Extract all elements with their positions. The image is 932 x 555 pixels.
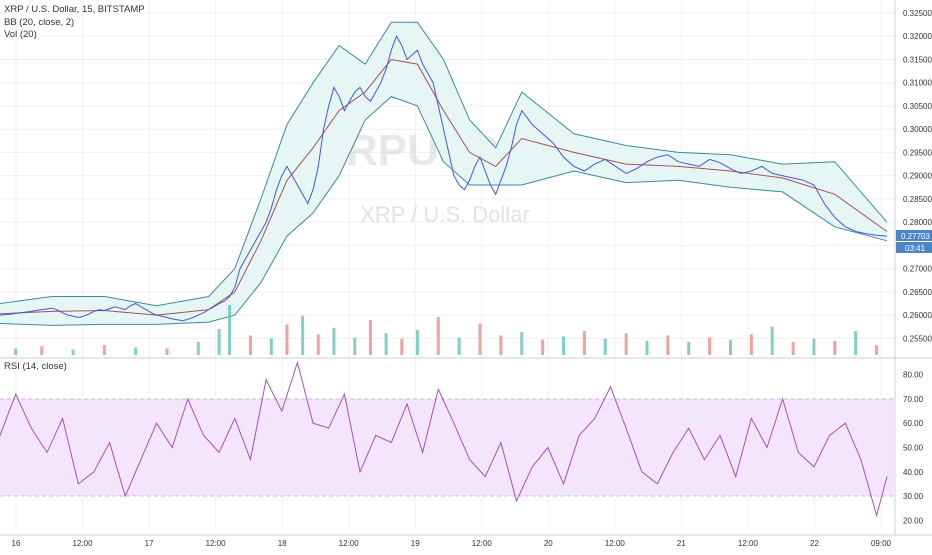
volume-bar <box>71 349 75 355</box>
volume-bar <box>562 336 566 355</box>
time-tick-label: 20 <box>544 539 553 548</box>
price-tick-label: 0.30000 <box>903 125 932 134</box>
price-tick-label: 0.28500 <box>903 195 932 204</box>
volume-bar <box>102 345 106 355</box>
symbol-title: XRP / U.S. Dollar, 15, BITSTAMP <box>4 4 145 15</box>
bb-legend[interactable]: BB (20, close, 2) <box>4 17 74 28</box>
time-tick-label: 12:00 <box>605 539 626 548</box>
volume-bar <box>415 330 419 355</box>
time-tick-label: 18 <box>278 539 287 548</box>
volume-bar <box>14 348 18 355</box>
volume-bar <box>645 340 649 355</box>
price-tick-label: 0.28000 <box>903 218 932 227</box>
vol-indicator-label: Vol (20) <box>4 29 37 40</box>
rsi-line <box>0 360 888 518</box>
volume-bar <box>708 337 712 355</box>
price-tick-label: 0.31000 <box>903 79 932 88</box>
symbol-legend[interactable]: XRP / U.S. Dollar, 15, BITSTAMP <box>4 4 145 15</box>
volume-bar <box>791 341 795 355</box>
rsi-tick-label: 80.00 <box>903 371 924 380</box>
rsi-tick-label: 70.00 <box>903 395 924 404</box>
volume-bar <box>40 346 44 355</box>
time-tick-label: 12:00 <box>472 539 493 548</box>
volume-bar <box>478 323 482 355</box>
price-tick-label: 0.26500 <box>903 288 932 297</box>
price-tick-label: 0.32000 <box>903 32 932 41</box>
price-tick-label: 0.25500 <box>903 334 932 343</box>
volume-bar <box>316 334 320 355</box>
volume-bar <box>196 341 200 355</box>
volume-bar <box>603 338 607 355</box>
time-tick-label: 12:00 <box>339 539 360 548</box>
volume-bar <box>541 339 545 355</box>
volume-bar <box>749 334 753 355</box>
time-tick-label: 21 <box>677 539 686 548</box>
volume-bar <box>875 345 879 355</box>
rsi-tick-label: 50.00 <box>903 444 924 453</box>
price-tick-label: 0.29500 <box>903 148 932 157</box>
volume-bar <box>520 332 524 355</box>
bb-indicator-label: BB (20, close, 2) <box>4 17 75 28</box>
volume-bar <box>728 339 732 355</box>
volume-bar <box>833 340 837 355</box>
volume-bar <box>248 335 252 355</box>
volume-bar <box>770 326 774 355</box>
volume-bar <box>269 338 273 355</box>
price-tag-bg <box>896 229 932 241</box>
volume-bar <box>812 338 816 355</box>
price-tick-label: 0.32500 <box>903 9 932 18</box>
volume-bar <box>400 338 404 355</box>
rsi-legend[interactable]: RSI (14, close) <box>4 361 67 372</box>
volume-bar <box>854 331 858 355</box>
price-tick-label: 0.27000 <box>903 265 932 274</box>
bb-upper-line <box>0 21 888 307</box>
bb-band-fill <box>0 22 887 326</box>
volume-bar <box>687 341 691 355</box>
volume-bar <box>165 348 169 355</box>
time-tick-label: 22 <box>810 539 819 548</box>
volume-bar <box>499 335 503 355</box>
bb-lower-line <box>0 96 888 326</box>
time-tick-label: 16 <box>12 539 21 548</box>
price-tick-label: 0.26000 <box>903 311 932 320</box>
time-tick-label: 17 <box>145 539 154 548</box>
volume-bar <box>301 315 305 355</box>
volume-bar <box>624 333 628 355</box>
rsi-tick-label: 40.00 <box>903 468 924 477</box>
time-tick-label: 12:00 <box>73 539 94 548</box>
rsi-indicator-label: RSI (14, close) <box>4 361 67 372</box>
volume-bar <box>368 320 372 355</box>
rsi-tick-label: 20.00 <box>903 516 924 525</box>
vol-legend[interactable]: Vol (20) <box>4 29 37 40</box>
volume-bar <box>353 337 357 355</box>
rsi-band-fill <box>0 398 895 497</box>
price-tick-label: 0.30500 <box>903 102 932 111</box>
volume-bar <box>332 327 336 355</box>
time-tick-label: 19 <box>411 539 420 548</box>
volume-bar <box>582 331 586 355</box>
watermark-name: XRP / U.S. Dollar <box>360 202 530 227</box>
bb-basis-line <box>0 58 888 316</box>
volume-bar <box>134 347 138 355</box>
rsi-tick-label: 60.00 <box>903 419 924 428</box>
volume-bar <box>436 316 440 355</box>
volume-bar <box>457 337 461 355</box>
rsi-tick-label: 30.00 <box>903 492 924 501</box>
countdown-tag-bg <box>896 241 932 253</box>
volume-bar <box>217 328 221 355</box>
price-tag-value: 0.27703 <box>901 232 930 241</box>
time-tick-label: 09:00 <box>871 539 892 548</box>
countdown-tag-value: 03:41 <box>905 244 926 253</box>
price-line <box>0 35 888 322</box>
volume-bar <box>228 305 232 355</box>
price-tick-label: 0.29000 <box>903 172 932 181</box>
volume-bar <box>666 335 670 355</box>
time-tick-label: 12:00 <box>206 539 227 548</box>
volume-bar <box>285 324 289 355</box>
volume-bar <box>384 333 388 355</box>
price-tick-label: 0.31500 <box>903 55 932 64</box>
time-tick-label: 12:00 <box>738 539 759 548</box>
